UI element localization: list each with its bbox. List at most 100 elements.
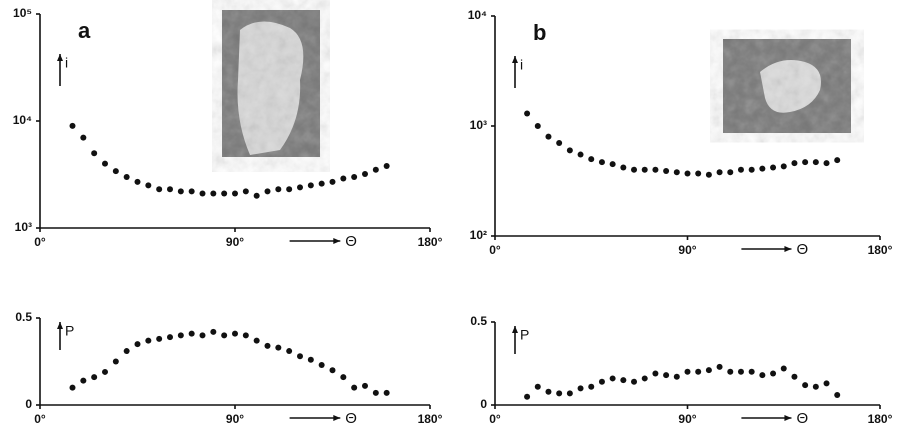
data-point [598,159,605,166]
data-point [652,166,659,173]
data-point [748,368,755,375]
data-point [69,384,76,391]
data-point [823,380,830,387]
y-tick-label: 0 [480,397,487,411]
data-point [812,383,819,390]
data-point [556,390,563,397]
y-tick-label: 10³ [470,118,487,132]
data-point [631,378,638,385]
data-point [232,330,238,337]
data-point [802,382,809,389]
data-point [123,348,130,355]
y-arrow-head [512,56,518,63]
data-point [91,374,98,381]
data-point [383,162,390,169]
data-point [80,134,87,141]
data-point [780,365,787,372]
data-point [307,356,314,363]
data-point [673,373,680,380]
y-arrow-head [512,326,518,333]
x-axis-label: Θ [796,410,808,427]
data-point [641,166,648,173]
data-point [275,344,282,351]
data-point [663,167,670,174]
data-point [145,337,152,344]
data-point [275,186,282,193]
data-point [123,173,130,180]
data-point [253,192,260,199]
data-point [620,377,627,384]
photo-a [222,10,320,157]
data-point [221,190,228,197]
x-axis-label: Θ [796,241,808,258]
y-axis-label: i [520,57,523,73]
data-point [631,166,638,173]
x-tick-label: 0° [489,243,501,257]
data-point [759,372,766,379]
data-point [737,166,744,173]
data-point [318,180,325,187]
data-point [524,393,531,400]
y-tick-label: 10⁴ [13,113,32,127]
data-point [177,188,184,195]
y-tick-label: 0.5 [15,310,32,324]
data-point [286,348,293,355]
x-tick-label: 90° [226,412,244,426]
data-point [264,188,271,195]
data-point [145,182,152,189]
data-point [210,328,217,335]
panel-label: b [533,20,546,45]
data-point [210,190,217,197]
data-point [577,385,584,392]
data-point [791,373,798,380]
data-point [534,383,541,390]
data-point [673,169,680,176]
photo-b [723,39,851,133]
y-tick-label: 10³ [15,220,32,234]
data-point [770,164,777,171]
data-point [566,147,573,154]
data-point [705,171,712,178]
x-tick-label: 0° [34,412,46,426]
data-point [727,368,734,375]
x-tick-label: 180° [418,235,443,249]
data-point [156,335,163,342]
data-point [188,330,195,337]
data-point [199,190,206,197]
data-point [253,337,260,344]
data-point [112,168,119,175]
y-axis-label: P [520,327,529,343]
data-point [351,173,358,180]
x-tick-label: 0° [34,235,46,249]
data-point [264,342,271,349]
y-arrow-head [57,322,63,329]
data-point [534,123,541,129]
data-point [598,378,605,385]
data-point [242,188,249,195]
data-point [716,363,723,370]
data-point [663,372,670,379]
data-point [297,184,303,191]
data-point [329,178,336,185]
data-point [102,368,108,375]
panel-label: a [78,18,91,43]
data-point [545,133,552,140]
data-point [609,161,616,168]
data-point [737,368,744,375]
y-tick-label: 0.5 [470,314,487,328]
data-point [791,160,798,167]
data-point [748,166,755,173]
data-point [620,164,627,171]
data-point [812,159,819,166]
data-point [242,332,249,339]
x-tick-label: 180° [418,412,443,426]
data-point [834,392,841,399]
data-point [588,383,595,390]
data-point [307,182,314,189]
data-point [362,170,368,177]
data-point [577,151,584,158]
data-point [770,370,777,377]
data-point [232,190,238,197]
data-point [167,334,173,341]
